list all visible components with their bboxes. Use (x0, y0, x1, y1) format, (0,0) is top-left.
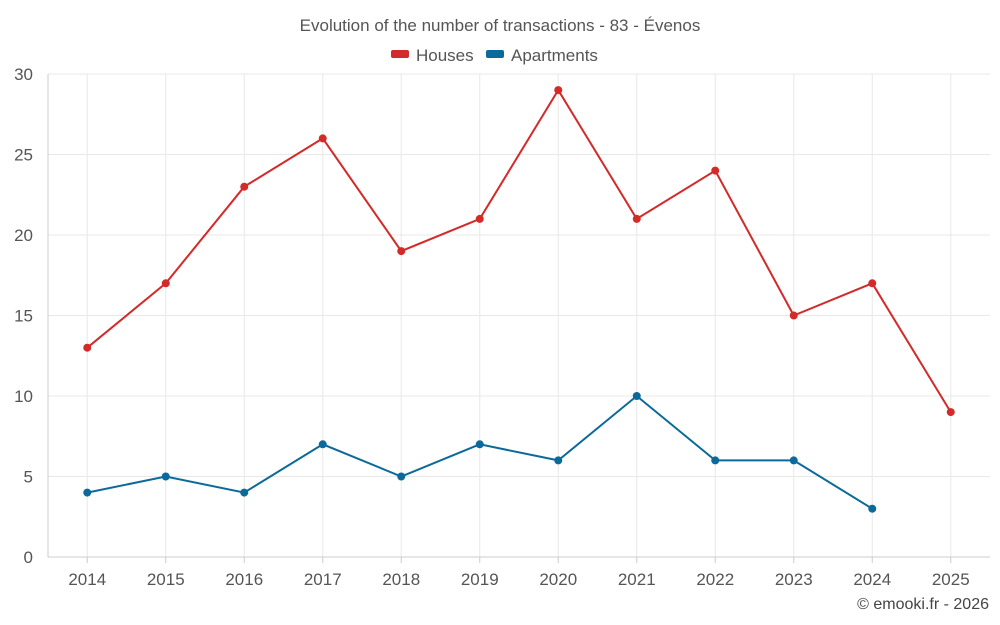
x-tick-label: 2022 (696, 570, 734, 589)
data-point-apartments[interactable] (318, 440, 327, 449)
x-tick-label: 2018 (382, 570, 420, 589)
legend-label-apartments[interactable]: Apartments (511, 46, 598, 65)
data-point-apartments[interactable] (711, 456, 720, 465)
data-point-apartments[interactable] (161, 472, 170, 481)
data-point-apartments[interactable] (397, 472, 406, 481)
data-point-apartments[interactable] (240, 488, 249, 497)
data-point-apartments[interactable] (632, 392, 641, 400)
x-tick-label: 2019 (461, 570, 499, 589)
data-point-apartments[interactable] (554, 456, 563, 465)
x-tick-label: 2014 (68, 570, 106, 589)
data-point-houses[interactable] (632, 214, 641, 223)
data-point-houses[interactable] (397, 247, 406, 256)
data-point-houses[interactable] (240, 182, 249, 191)
x-tick-label: 2017 (304, 570, 342, 589)
x-tick-label: 2024 (853, 570, 891, 589)
y-tick-label: 0 (24, 548, 33, 567)
data-point-houses[interactable] (475, 214, 484, 223)
y-tick-label: 25 (14, 146, 33, 165)
data-point-apartments[interactable] (789, 456, 798, 465)
y-tick-label: 30 (14, 65, 33, 84)
x-tick-label: 2016 (225, 570, 263, 589)
x-tick-label: 2021 (618, 570, 656, 589)
x-tick-label: 2015 (147, 570, 185, 589)
data-point-apartments[interactable] (475, 440, 484, 449)
data-point-apartments[interactable] (868, 504, 877, 513)
x-tick-label: 2023 (775, 570, 813, 589)
data-point-apartments[interactable] (83, 488, 92, 497)
y-tick-label: 10 (14, 387, 33, 406)
legend[interactable]: Houses Apartments (391, 46, 598, 65)
data-point-houses[interactable] (868, 279, 877, 288)
data-point-houses[interactable] (789, 311, 798, 320)
series-line-houses (86, 88, 952, 413)
y-tick-label: 5 (24, 468, 33, 487)
chart-title: Evolution of the number of transactions … (300, 16, 701, 35)
legend-swatch-apartments (486, 50, 504, 58)
data-point-houses[interactable] (946, 408, 955, 417)
legend-label-houses[interactable]: Houses (416, 46, 474, 65)
grid (48, 73, 990, 557)
x-tick-label: 2020 (539, 570, 577, 589)
data-point-houses[interactable] (711, 166, 720, 175)
data-point-houses[interactable] (83, 343, 92, 352)
data-point-houses[interactable] (161, 279, 170, 288)
y-tick-label: 20 (14, 226, 33, 245)
legend-swatch-houses (391, 50, 409, 58)
y-tick-label: 15 (14, 307, 33, 326)
credit-text: © emooki.fr - 2026 (857, 596, 989, 613)
data-point-houses[interactable] (554, 86, 563, 95)
data-point-houses[interactable] (318, 134, 327, 143)
series-layer (83, 86, 955, 513)
x-tick-label: 2025 (932, 570, 970, 589)
